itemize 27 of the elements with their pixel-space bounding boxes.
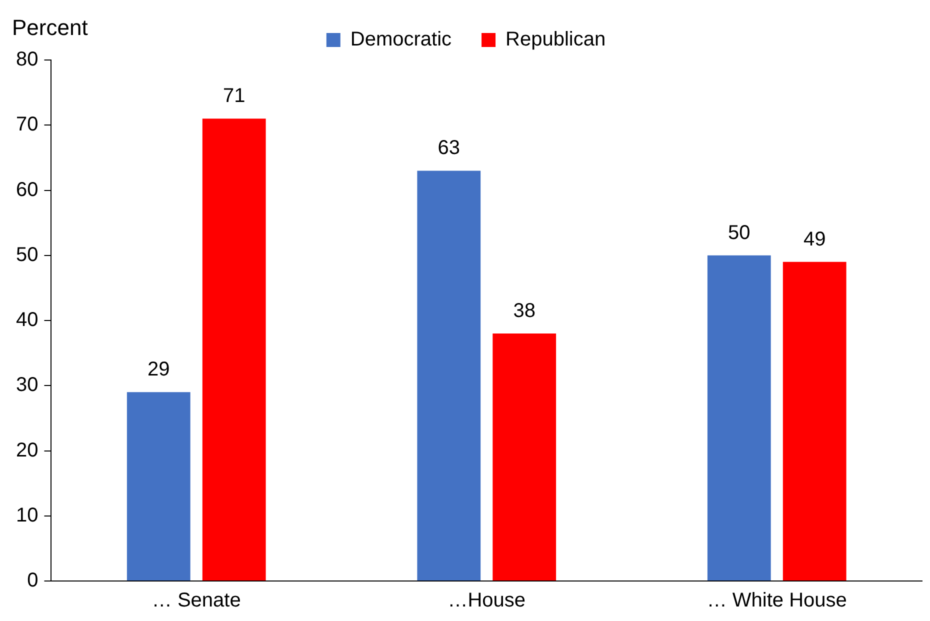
data-label: 71 — [222, 85, 246, 108]
y-tick-label: 30 — [16, 374, 38, 396]
y-tick-label: 70 — [16, 114, 38, 136]
legend-label: Democratic — [350, 28, 452, 51]
data-label: 50 — [728, 222, 750, 244]
data-label: 49 — [803, 228, 826, 250]
bar — [782, 262, 846, 580]
data-label: 63 — [438, 137, 460, 160]
y-tick-label: 60 — [16, 178, 38, 201]
y-tick-label: 40 — [16, 309, 38, 332]
legend-label: Republican — [506, 28, 606, 51]
y-axis-title: Percent — [12, 15, 88, 40]
x-tick-label: … Senate — [152, 590, 241, 612]
y-tick-label: 10 — [16, 504, 38, 526]
bar — [492, 334, 556, 580]
y-tick-label: 0 — [27, 570, 38, 592]
y-tick-label: 20 — [16, 439, 38, 462]
y-tick-label: 80 — [16, 48, 38, 71]
data-label: 29 — [148, 358, 170, 381]
x-tick-label: …House — [448, 590, 526, 612]
y-tick-label: 50 — [16, 244, 38, 266]
bar — [417, 170, 481, 580]
bar — [126, 392, 190, 580]
x-tick-label: … White House — [706, 590, 847, 612]
data-label: 38 — [513, 300, 536, 322]
bar — [202, 118, 266, 580]
bar — [707, 255, 771, 580]
